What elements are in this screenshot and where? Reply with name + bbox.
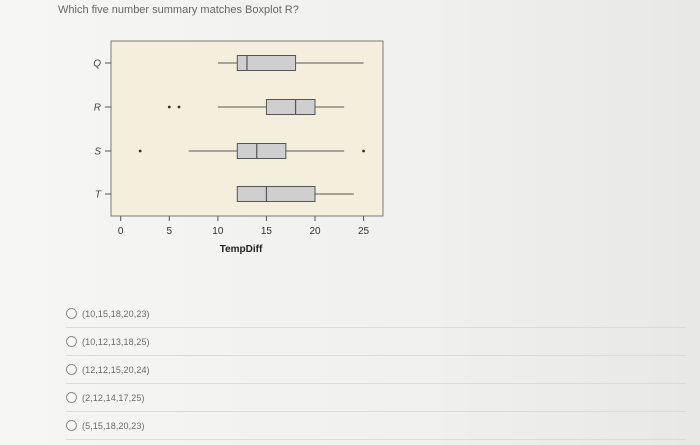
- outlier-point: [167, 105, 171, 109]
- x-tick-label: 15: [261, 226, 273, 237]
- radio-button[interactable]: [66, 308, 77, 319]
- x-tick-label: 20: [309, 226, 321, 237]
- answer-option-label: (2,12,14,17,25): [82, 392, 145, 403]
- box-iqr: [236, 143, 287, 159]
- answer-option-label: (5,15,18,20,23): [82, 420, 145, 431]
- x-tick-label: 10: [212, 226, 224, 237]
- box-iqr: [236, 55, 297, 71]
- radio-button[interactable]: [66, 364, 77, 375]
- radio-button[interactable]: [66, 420, 77, 431]
- category-label: Q: [93, 59, 101, 70]
- category-label: T: [95, 190, 102, 201]
- answer-option[interactable]: (10,15,18,20,23): [66, 300, 686, 328]
- answer-option[interactable]: (10,12,13,18,25): [66, 328, 686, 356]
- question-text: Which five number summary matches Boxplo…: [58, 4, 299, 16]
- category-label: R: [94, 103, 101, 114]
- answer-option[interactable]: (5,15,18,20,23): [66, 412, 686, 440]
- boxplot-svg: 0 5 10 15 20 25 Q R S T TempDiff: [93, 40, 384, 255]
- radio-button[interactable]: [66, 392, 77, 403]
- category-label: S: [94, 147, 101, 158]
- outlier-point: [362, 149, 365, 153]
- answer-option-label: (12,12,15,20,24): [82, 364, 150, 375]
- box-iqr: [265, 99, 316, 115]
- answer-option[interactable]: (2,12,14,17,25): [66, 384, 686, 412]
- radio-button[interactable]: [66, 336, 77, 347]
- outlier-point: [138, 149, 142, 153]
- answer-option[interactable]: (12,12,15,20,24): [66, 356, 686, 384]
- x-axis-label: TempDiff: [220, 244, 263, 255]
- answer-options: (10,15,18,20,23) (10,12,13,18,25) (12,12…: [66, 300, 686, 440]
- x-tick-label: 5: [167, 226, 173, 237]
- answer-option-label: (10,15,18,20,23): [82, 308, 150, 319]
- x-tick-label: 0: [118, 226, 124, 237]
- answer-option-label: (10,12,13,18,25): [82, 336, 150, 347]
- box-iqr: [236, 186, 316, 202]
- outlier-point: [177, 105, 181, 109]
- x-tick-label: 25: [358, 226, 370, 237]
- boxplot-chart: 0 5 10 15 20 25 Q R S T TempDiff: [93, 40, 384, 255]
